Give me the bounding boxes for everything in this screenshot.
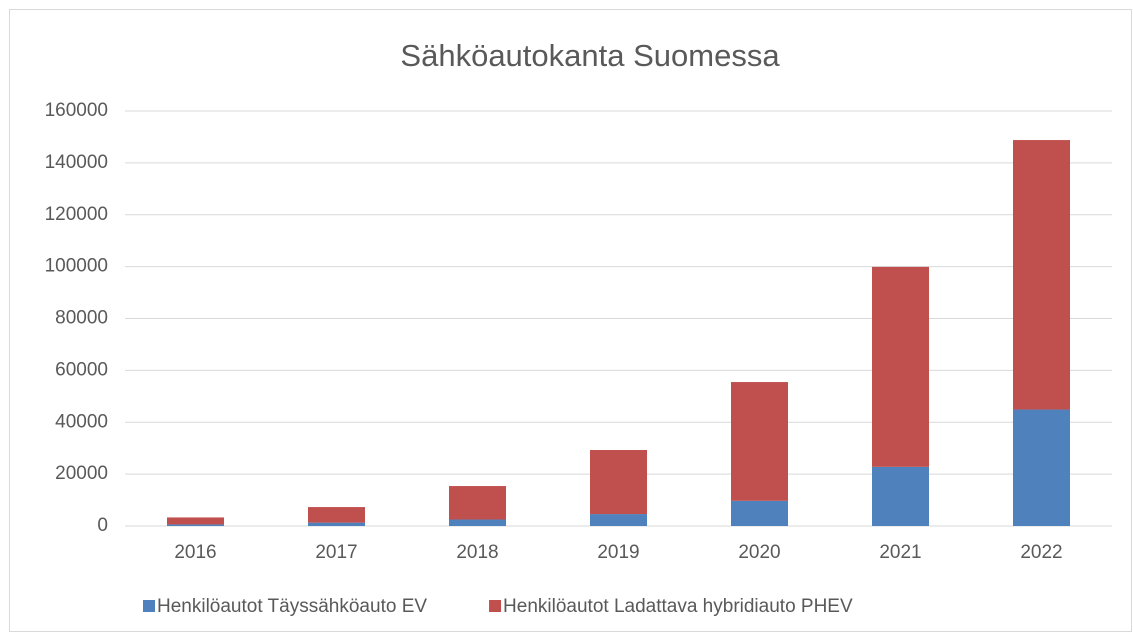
legend-label: Henkilöautot Ladattava hybridiauto PHEV — [503, 596, 853, 617]
y-tick-label: 60000 — [55, 359, 108, 380]
bar-segment — [167, 524, 224, 526]
bar-segment — [1013, 409, 1070, 526]
bar-segment — [872, 266, 929, 467]
bar-segment — [1013, 140, 1070, 410]
bar-segment — [308, 522, 365, 526]
y-tick-label: 120000 — [45, 204, 108, 225]
y-tick-label: 0 — [97, 515, 108, 536]
bar-segment — [167, 517, 224, 525]
chart-title: Sähköautokanta Suomessa — [400, 38, 780, 73]
bar-segment — [590, 450, 647, 515]
y-tick-label: 20000 — [55, 463, 108, 484]
chart-border — [9, 9, 1132, 632]
bar-segment — [731, 382, 788, 501]
bar-segment — [872, 466, 929, 526]
y-tick-label: 80000 — [55, 308, 108, 329]
y-tick-label: 100000 — [45, 256, 108, 277]
bar-segment — [449, 519, 506, 526]
x-tick-label: 2020 — [738, 542, 780, 563]
bar-segment — [308, 507, 365, 523]
x-tick-label: 2019 — [597, 542, 639, 563]
bar-segment — [731, 500, 788, 526]
y-tick-label: 160000 — [45, 100, 108, 121]
legend-swatch — [489, 600, 502, 612]
y-tick-label: 140000 — [45, 152, 108, 173]
legend-label: Henkilöautot Täyssähköauto EV — [157, 596, 427, 617]
y-tick-label: 40000 — [55, 411, 108, 432]
bar-segment — [590, 514, 647, 526]
x-tick-label: 2021 — [879, 542, 921, 563]
bar-segment — [449, 486, 506, 520]
legend-swatch — [143, 600, 155, 612]
x-tick-label: 2017 — [315, 542, 357, 563]
x-tick-label: 2016 — [174, 542, 216, 563]
x-tick-label: 2022 — [1020, 542, 1062, 563]
x-tick-label: 2018 — [456, 542, 498, 563]
